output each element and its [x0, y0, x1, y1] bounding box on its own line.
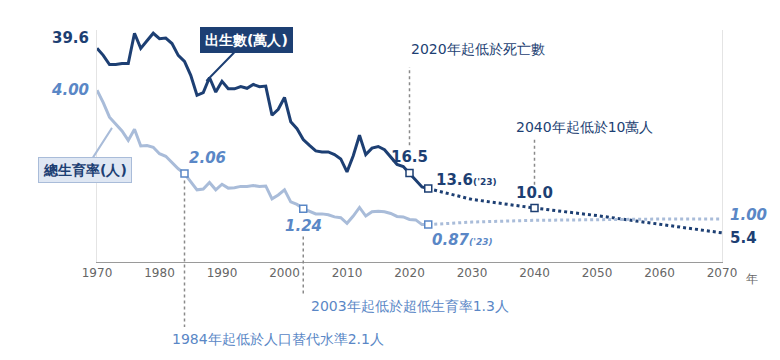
svg-text:2.06: 2.06: [189, 149, 226, 167]
svg-text:10.0: 10.0: [516, 184, 553, 202]
svg-text:2060: 2060: [644, 266, 675, 280]
svg-text:1.24: 1.24: [285, 217, 322, 235]
svg-text:1970: 1970: [82, 266, 113, 280]
svg-text:1.00: 1.00: [730, 206, 767, 224]
svg-text:2050: 2050: [582, 266, 613, 280]
svg-text:出生數(萬人): 出生數(萬人): [205, 32, 288, 48]
svg-text:年: 年: [746, 272, 758, 286]
svg-text:1980: 1980: [144, 266, 175, 280]
svg-text:2040年起低於10萬人: 2040年起低於10萬人: [516, 119, 653, 135]
svg-text:2070: 2070: [707, 266, 738, 280]
svg-text:2003年起低於超低生育率1.3人: 2003年起低於超低生育率1.3人: [311, 298, 509, 314]
svg-text:39.6: 39.6: [52, 29, 89, 47]
svg-text:16.5: 16.5: [391, 148, 428, 166]
svg-text:1990: 1990: [207, 266, 238, 280]
svg-text:1984年起低於人口替代水準2.1人: 1984年起低於人口替代水準2.1人: [172, 331, 384, 347]
svg-text:13.6('23): 13.6('23): [436, 171, 497, 189]
svg-text:4.00: 4.00: [51, 81, 89, 99]
svg-text:2020: 2020: [394, 266, 425, 280]
svg-text:2030: 2030: [457, 266, 488, 280]
svg-text:5.4: 5.4: [730, 229, 757, 247]
svg-text:2020年起低於死亡數: 2020年起低於死亡數: [411, 41, 545, 57]
svg-text:0.87('23): 0.87('23): [432, 231, 493, 249]
svg-text:2000: 2000: [269, 266, 300, 280]
svg-text:總生育率(人): 總生育率(人): [43, 162, 127, 178]
svg-text:2040: 2040: [519, 266, 550, 280]
svg-text:2010: 2010: [332, 266, 363, 280]
